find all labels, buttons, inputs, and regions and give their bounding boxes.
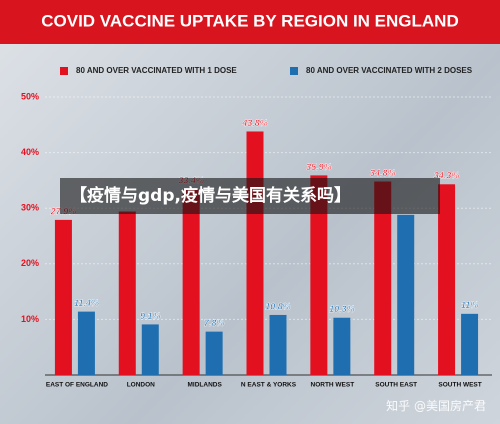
value-label: 11% — [461, 300, 478, 310]
bar — [182, 189, 200, 375]
y-tick-label: 40% — [21, 147, 39, 157]
value-label: 9.1% — [140, 311, 161, 321]
bar — [54, 219, 72, 375]
value-label: 34.3% — [434, 171, 460, 181]
x-tick-label: SOUTH EAST — [375, 382, 417, 389]
value-label: 10.3% — [329, 304, 355, 314]
x-tick-label: N EAST & YORKS — [241, 382, 297, 389]
bar — [333, 317, 351, 375]
bar — [141, 324, 159, 375]
y-tick-label: 20% — [21, 258, 39, 268]
overlay-caption: 【疫情与gdp,疫情与美国有关系吗】 — [60, 178, 440, 214]
value-label: 10.8% — [265, 301, 291, 311]
bar — [246, 131, 264, 375]
value-label: 43.8% — [241, 118, 268, 128]
y-tick-label: 30% — [21, 203, 39, 213]
bar — [77, 311, 95, 375]
value-label: 11.4% — [74, 298, 99, 308]
x-tick-label: NORTH WEST — [311, 382, 355, 389]
y-tick-label: 50% — [21, 91, 39, 101]
value-label: 35.9% — [306, 162, 332, 172]
bar — [461, 313, 479, 375]
chart-title: COVID VACCINE UPTAKE BY REGION IN ENGLAN… — [41, 11, 458, 30]
x-tick-label: LONDON — [127, 382, 155, 389]
legend-label: 80 AND OVER VACCINATED WITH 1 DOSE — [76, 66, 237, 75]
value-label: 34.8% — [370, 168, 396, 178]
title-band — [0, 0, 500, 44]
bar — [269, 314, 287, 375]
x-tick-label: SOUTH WEST — [438, 382, 481, 389]
watermark: 知乎 @美国房产君 — [386, 399, 486, 413]
y-tick-label: 10% — [21, 314, 39, 324]
x-tick-label: EAST OF ENGLAND — [46, 382, 108, 389]
bar — [310, 175, 328, 375]
value-label: 7.8% — [204, 318, 225, 328]
bar — [438, 184, 456, 375]
bar — [374, 181, 392, 375]
bar — [118, 211, 136, 375]
legend-swatch — [60, 67, 68, 75]
x-tick-label: MIDLANDS — [187, 382, 222, 389]
legend-swatch — [290, 67, 298, 75]
legend-label: 80 AND OVER VACCINATED WITH 2 DOSES — [306, 66, 473, 75]
bar — [397, 214, 415, 375]
bar — [205, 331, 223, 375]
